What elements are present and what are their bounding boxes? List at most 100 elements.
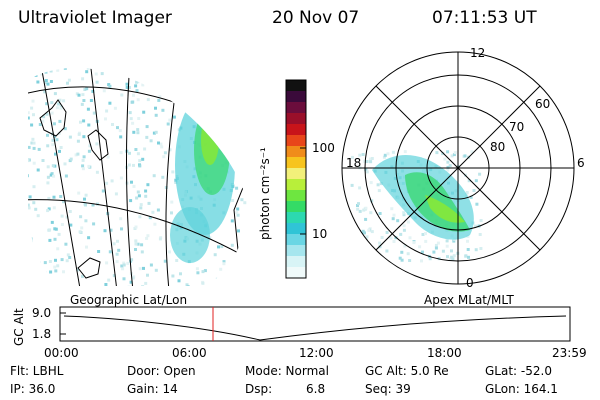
polar-speckle-dot (368, 246, 372, 250)
speckle-dot (131, 276, 135, 280)
polar-speckle-dot (406, 220, 410, 224)
colorbar-segment (286, 201, 306, 213)
polar-speckle-dot (369, 211, 373, 215)
speckle-dot (148, 216, 152, 220)
colorbar-unit-label: photon cm⁻²s⁻¹ (258, 147, 272, 240)
polar-speckle-dot (467, 255, 470, 259)
speckle-dot (151, 210, 155, 214)
speckle-dot (82, 119, 86, 123)
speckle-dot (160, 145, 164, 149)
speckle-dot (79, 215, 83, 219)
speckle-dot (58, 149, 61, 153)
speckle-dot (211, 285, 215, 287)
speckle-dot (236, 151, 239, 155)
speckle-dot (76, 139, 80, 143)
timeline-ytick-label-1: 1.8 (32, 327, 52, 341)
speckle-dot (95, 142, 99, 146)
speckle-dot (186, 285, 190, 287)
speckle-dot (126, 261, 130, 265)
speckle-dot (132, 163, 135, 167)
speckle-dot (53, 237, 57, 241)
speckle-dot (95, 170, 99, 174)
timeline-right-label: Apex MLat/MLT (424, 293, 514, 307)
timeline-ytick-label-9: 9.0 (32, 306, 52, 320)
polar-speckle-dot (389, 236, 393, 240)
speckle-dot (249, 165, 252, 168)
speckle-dot (62, 99, 66, 103)
speckle-dot (118, 129, 122, 133)
speckle-dot (134, 242, 138, 246)
info-filter: Flt: LBHL (10, 364, 64, 378)
speckle-dot (127, 163, 131, 167)
info-dsp-value: 6.8 (306, 382, 326, 396)
speckle-dot (233, 109, 236, 112)
speckle-dot (173, 96, 177, 100)
speckle-dot (201, 75, 205, 79)
speckle-dot (243, 118, 247, 122)
speckle-dot (75, 92, 79, 96)
parallel-2 (28, 199, 248, 266)
speckle-dot (84, 219, 88, 223)
speckle-dot (54, 152, 57, 156)
speckle-dot (120, 93, 124, 97)
speckle-dot (91, 203, 95, 207)
speckle-dot (110, 179, 114, 183)
polar-speckle-dot (403, 244, 407, 248)
speckle-dot (137, 77, 141, 81)
polar-speckle-dot (450, 249, 453, 253)
polar-speckle-dot (408, 259, 412, 262)
polar-speckle-dot (463, 154, 467, 158)
speckle-dot (104, 283, 108, 286)
speckle-dot (235, 186, 239, 190)
polar-speckle-dot (477, 224, 481, 228)
speckle-dot (43, 90, 47, 94)
speckle-dot (213, 103, 217, 107)
speckle-dot (137, 117, 141, 120)
polar-speckle-dot (424, 232, 427, 236)
speckle-dot (174, 83, 178, 86)
polar-speckle-dot (479, 247, 483, 250)
speckle-dot (249, 211, 252, 214)
speckle-dot (50, 111, 54, 115)
speckle-dot (240, 68, 244, 70)
polar-speckle-dot (380, 236, 384, 239)
speckle-dot (171, 89, 175, 93)
speckle-dot (136, 152, 140, 156)
speckle-dot (142, 110, 146, 114)
speckle-dot (81, 274, 84, 278)
speckle-dot (164, 85, 168, 88)
speckle-dot (202, 79, 206, 83)
polar-speckle-dot (358, 255, 362, 259)
speckle-dot (62, 270, 65, 274)
speckle-dot (179, 103, 182, 107)
speckle-dot (100, 72, 104, 76)
speckle-dot (32, 113, 35, 117)
speckle-dot (58, 119, 62, 123)
speckle-dot (237, 254, 241, 258)
speckle-dot (34, 73, 38, 77)
polar-speckle-dot (377, 189, 381, 193)
speckle-dot (141, 285, 145, 287)
polar-speckle-dot (365, 170, 369, 174)
speckle-dot (131, 121, 135, 125)
speckle-dot (166, 122, 170, 126)
speckle-dot (36, 214, 40, 218)
speckle-dot (63, 162, 67, 166)
speckle-dot (145, 135, 149, 139)
speckle-dot (49, 80, 53, 83)
speckle-dot (157, 141, 160, 145)
speckle-dot (102, 89, 106, 93)
speckle-dot (105, 109, 109, 113)
speckle-dot (87, 149, 91, 153)
polar-speckle-dot (370, 157, 374, 160)
speckle-dot (97, 250, 101, 253)
speckle-dot (210, 109, 214, 113)
speckle-dot (87, 236, 91, 240)
speckle-dot (111, 123, 114, 126)
polar-speckle-dot (381, 259, 385, 263)
speckle-dot (113, 106, 117, 110)
speckle-dot (154, 70, 157, 74)
speckle-dot (149, 263, 153, 267)
speckle-dot (220, 245, 224, 249)
speckle-dot (127, 86, 131, 89)
